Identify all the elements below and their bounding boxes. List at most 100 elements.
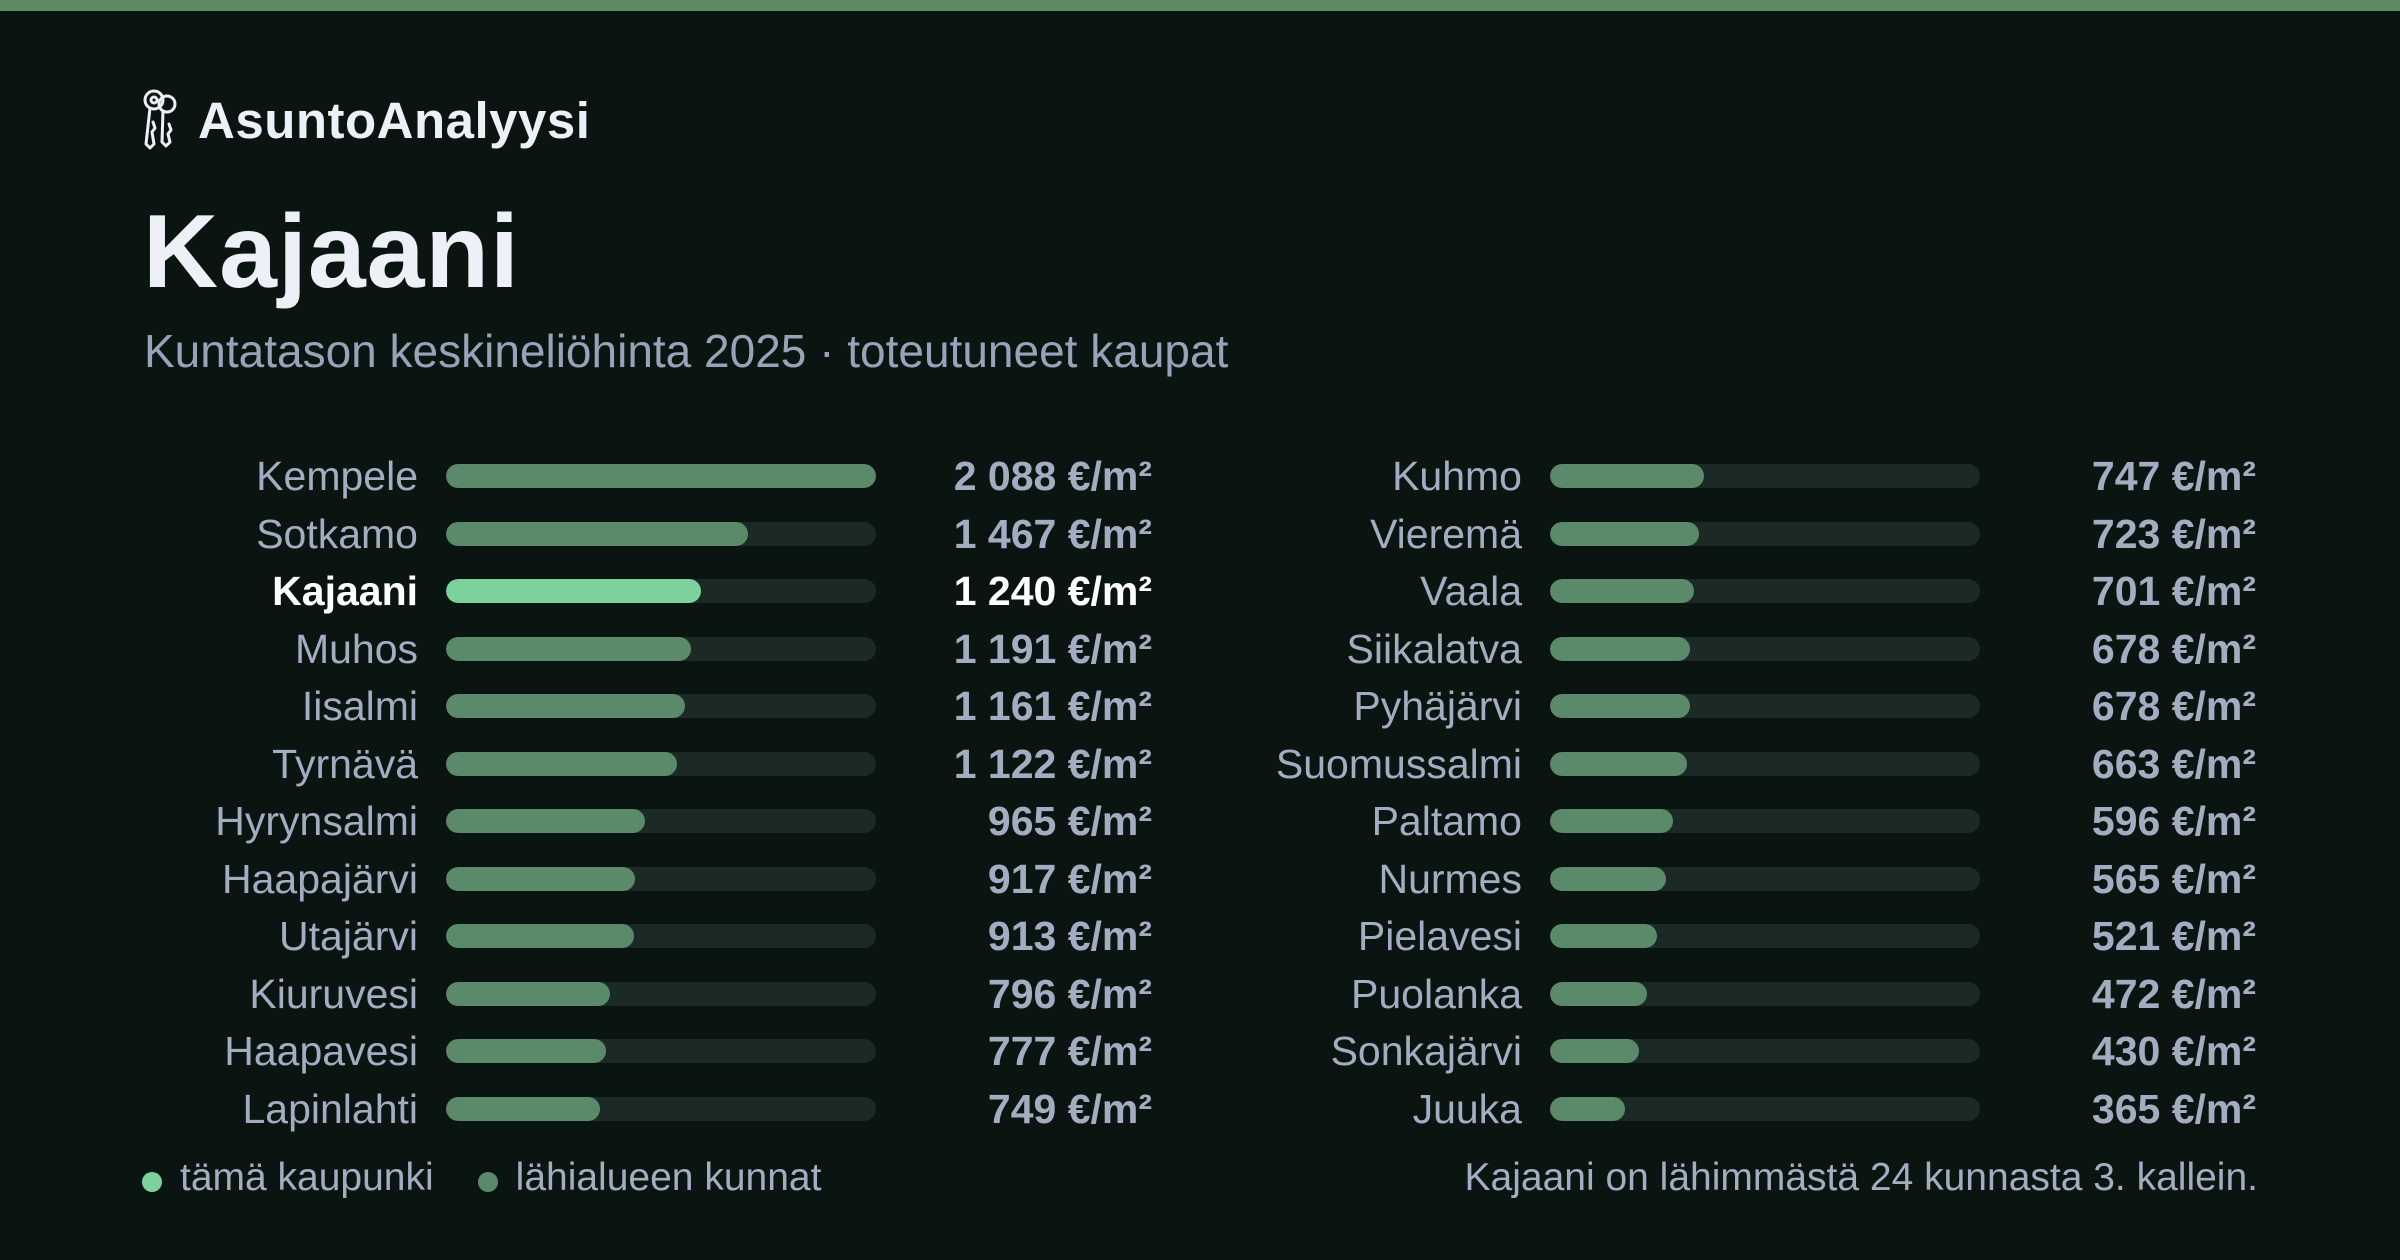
bar-label: Haapavesi xyxy=(224,1028,418,1074)
bar-label: Kiuruvesi xyxy=(249,970,418,1017)
bar xyxy=(1550,579,1695,603)
bar xyxy=(446,464,876,488)
bar-track xyxy=(446,464,876,488)
legend-label-nearby: lähialueen kunnat xyxy=(515,1156,822,1199)
bar-value-label: 796 €/m² xyxy=(987,970,1152,1017)
bar-track xyxy=(1550,924,1980,948)
bar-track xyxy=(446,809,876,833)
legend-label-this-city: tämä kaupunki xyxy=(180,1156,434,1199)
bar-label: Lapinlahti xyxy=(242,1085,418,1132)
bar-label: Tyrnävä xyxy=(272,740,418,787)
legend-item-nearby: lähialueen kunnat xyxy=(477,1156,822,1200)
bar xyxy=(1550,464,1704,488)
bar xyxy=(1550,1096,1626,1121)
bar-value-label: 1 161 €/m² xyxy=(953,683,1152,729)
legend: tämä kaupunki lähialueen kunnat xyxy=(142,1152,865,1204)
bar-track xyxy=(446,924,876,948)
bar-track xyxy=(446,981,876,1006)
bar-label: Hyrynsalmi xyxy=(215,798,418,844)
bar-value-label: 472 €/m² xyxy=(2091,970,2256,1017)
bar xyxy=(446,809,645,833)
keys-icon xyxy=(143,89,177,150)
brand: AsuntoAnalyysi xyxy=(140,88,590,152)
bar-track xyxy=(1550,1039,1980,1063)
bar-label: Vaala xyxy=(1420,568,1522,614)
bar-value-label: 965 €/m² xyxy=(987,798,1152,844)
bar-value-label: 777 €/m² xyxy=(987,1028,1152,1074)
bar-value-label: 1 122 €/m² xyxy=(953,740,1152,787)
bar-value-label: 678 €/m² xyxy=(2091,683,2256,729)
bar-label: Pyhäjärvi xyxy=(1353,683,1522,729)
bar xyxy=(1550,521,1699,546)
bar-value-label: 430 €/m² xyxy=(2091,1028,2256,1074)
bar-label: Vieremä xyxy=(1370,510,1522,557)
bar-label: Paltamo xyxy=(1371,798,1522,844)
bar-track xyxy=(1550,464,1980,488)
bar xyxy=(446,924,635,948)
bar xyxy=(1550,809,1673,833)
bar-value-label: 749 €/m² xyxy=(987,1085,1152,1132)
bar-track xyxy=(446,694,876,718)
bar-track xyxy=(1550,809,1980,833)
bar-label: Puolanka xyxy=(1351,970,1522,1017)
bar-track xyxy=(1550,521,1980,546)
bar-value-label: 521 €/m² xyxy=(2091,913,2256,959)
bar-label: Juuka xyxy=(1412,1085,1522,1132)
bar-track xyxy=(1550,579,1980,603)
bar-label: Kajaani xyxy=(272,568,418,614)
bar-value-label: 678 €/m² xyxy=(2091,625,2256,672)
bar-label: Sotkamo xyxy=(256,510,418,557)
bar-track xyxy=(446,636,876,661)
bar-track xyxy=(446,1039,876,1063)
bar-track xyxy=(1550,1096,1980,1121)
bar-label: Sonkajärvi xyxy=(1330,1028,1522,1074)
bar-value-label: 1 240 €/m² xyxy=(953,568,1152,614)
bar-label: Haapajärvi xyxy=(222,855,418,902)
bar-label: Kuhmo xyxy=(1392,453,1522,499)
bar xyxy=(446,981,610,1006)
bar-value-label: 913 €/m² xyxy=(987,913,1152,959)
bar-value-label: 596 €/m² xyxy=(2091,798,2256,844)
bar xyxy=(446,694,686,718)
bar xyxy=(1550,981,1648,1006)
bar xyxy=(446,636,692,661)
page-title: Kajaani xyxy=(143,194,520,310)
bar-value-label: 565 €/m² xyxy=(2091,855,2256,902)
brand-name: AsuntoAnalyysi xyxy=(198,91,591,149)
bar-label: Utajärvi xyxy=(279,913,418,959)
bar-value-label: 365 €/m² xyxy=(2091,1085,2256,1132)
bar-value-label: 701 €/m² xyxy=(2091,568,2256,614)
bar xyxy=(1550,636,1690,661)
bar xyxy=(1550,751,1687,776)
bar xyxy=(1550,924,1658,948)
bar-value-label: 2 088 €/m² xyxy=(953,453,1152,499)
bar xyxy=(1550,866,1667,891)
bar-label: Siikalatva xyxy=(1346,625,1522,672)
bar xyxy=(446,521,749,546)
bar xyxy=(446,1096,601,1121)
bar-track xyxy=(1550,636,1980,661)
bar-value-label: 747 €/m² xyxy=(2091,453,2256,499)
bar-track xyxy=(446,521,876,546)
bar-track xyxy=(446,751,876,776)
bar-label: Muhos xyxy=(294,625,418,672)
bar-value-label: 663 €/m² xyxy=(2091,740,2256,787)
bar xyxy=(1550,694,1690,718)
legend-item-this-city: tämä kaupunki xyxy=(142,1156,434,1200)
bar-label: Iisalmi xyxy=(301,683,418,729)
legend-dot-nearby xyxy=(477,1172,498,1192)
bar-track xyxy=(446,866,876,891)
bar-value-label: 1 191 €/m² xyxy=(953,625,1152,672)
accent-top-bar xyxy=(0,0,2400,11)
footnote: Kajaani on lähimmästä 24 kunnasta 3. kal… xyxy=(1464,1156,2258,1199)
bar-label: Suomussalmi xyxy=(1275,740,1522,787)
bar-track xyxy=(1550,751,1980,776)
bar-label: Kempele xyxy=(256,453,418,499)
bar xyxy=(446,1039,606,1063)
bar-track xyxy=(446,1096,876,1121)
bar-label: Nurmes xyxy=(1378,855,1522,902)
legend-dot-highlight xyxy=(142,1172,162,1192)
bar xyxy=(1550,1039,1639,1063)
bar xyxy=(446,751,678,776)
